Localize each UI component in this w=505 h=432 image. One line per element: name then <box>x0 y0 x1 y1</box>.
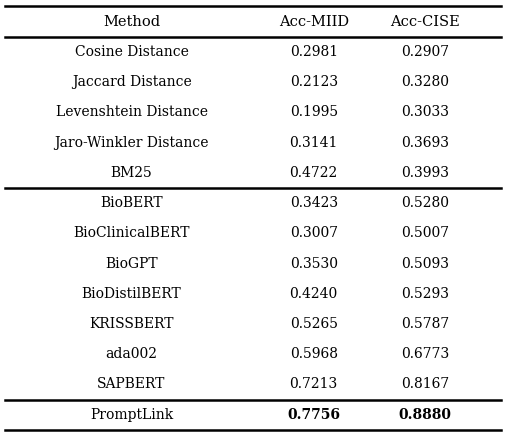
Text: BioDistilBERT: BioDistilBERT <box>81 287 181 301</box>
Text: Jaccard Distance: Jaccard Distance <box>72 75 191 89</box>
Text: 0.1995: 0.1995 <box>289 105 337 119</box>
Text: 0.3280: 0.3280 <box>400 75 448 89</box>
Text: Jaro-Winkler Distance: Jaro-Winkler Distance <box>54 136 209 149</box>
Text: Acc-CISE: Acc-CISE <box>389 15 459 29</box>
Text: BioBERT: BioBERT <box>100 196 163 210</box>
Text: 0.5968: 0.5968 <box>289 347 337 361</box>
Text: 0.3530: 0.3530 <box>289 257 337 270</box>
Text: 0.7213: 0.7213 <box>289 378 337 391</box>
Text: 0.3423: 0.3423 <box>289 196 337 210</box>
Text: 0.2123: 0.2123 <box>289 75 337 89</box>
Text: KRISSBERT: KRISSBERT <box>89 317 173 331</box>
Text: BM25: BM25 <box>111 166 152 180</box>
Text: Levenshtein Distance: Levenshtein Distance <box>56 105 207 119</box>
Text: 0.3993: 0.3993 <box>400 166 448 180</box>
Text: ada002: ada002 <box>106 347 157 361</box>
Text: 0.6773: 0.6773 <box>400 347 448 361</box>
Text: BioClinicalBERT: BioClinicalBERT <box>73 226 189 240</box>
Text: 0.3141: 0.3141 <box>289 136 337 149</box>
Text: 0.2907: 0.2907 <box>400 45 448 59</box>
Text: Method: Method <box>103 15 160 29</box>
Text: SAPBERT: SAPBERT <box>97 378 166 391</box>
Text: 0.5007: 0.5007 <box>400 226 448 240</box>
Text: BioGPT: BioGPT <box>105 257 158 270</box>
Text: 0.3007: 0.3007 <box>289 226 337 240</box>
Text: 0.5280: 0.5280 <box>400 196 448 210</box>
Text: PromptLink: PromptLink <box>90 408 173 422</box>
Text: Cosine Distance: Cosine Distance <box>74 45 188 59</box>
Text: 0.2981: 0.2981 <box>289 45 337 59</box>
Text: 0.3033: 0.3033 <box>400 105 448 119</box>
Text: 0.4240: 0.4240 <box>289 287 337 301</box>
Text: 0.8167: 0.8167 <box>400 378 448 391</box>
Text: 0.5787: 0.5787 <box>400 317 448 331</box>
Text: 0.5293: 0.5293 <box>400 287 448 301</box>
Text: 0.4722: 0.4722 <box>289 166 337 180</box>
Text: 0.3693: 0.3693 <box>400 136 448 149</box>
Text: 0.7756: 0.7756 <box>287 408 339 422</box>
Text: 0.5093: 0.5093 <box>400 257 448 270</box>
Text: 0.8880: 0.8880 <box>398 408 450 422</box>
Text: 0.5265: 0.5265 <box>289 317 337 331</box>
Text: Acc-MIID: Acc-MIID <box>278 15 348 29</box>
